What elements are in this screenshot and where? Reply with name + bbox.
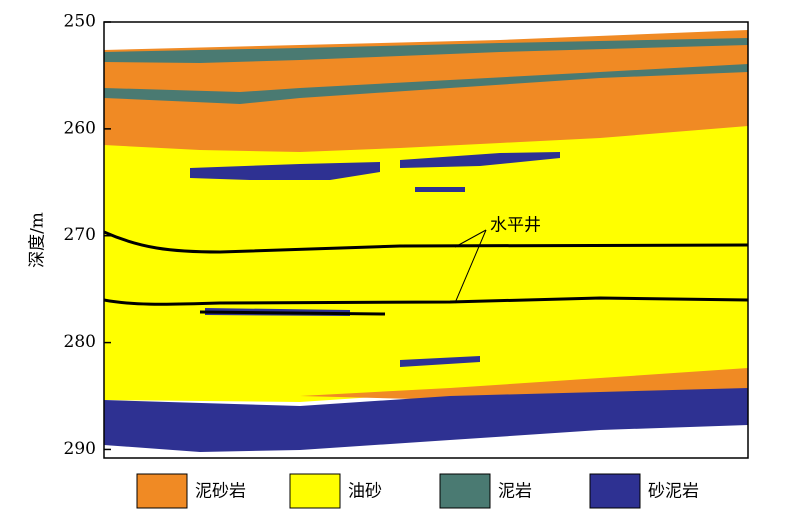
layer-sandy-mud [104, 388, 748, 452]
layer-mudstone [104, 38, 748, 63]
well [199, 310, 386, 316]
well [104, 296, 748, 306]
layer-sandy-mud [400, 152, 560, 168]
y-tick-label: 270 [64, 225, 96, 245]
legend-swatch [439, 473, 491, 509]
legend-label: 泥砂岩 [195, 482, 246, 502]
y-tick-label: 290 [64, 439, 96, 459]
layer-sandy-mud [400, 356, 480, 367]
legend-label: 泥岩 [498, 482, 532, 502]
legend-swatch [289, 473, 341, 509]
annotation: 水平井 [490, 216, 541, 236]
annotation-arrow [454, 229, 487, 304]
well [104, 230, 748, 254]
layer-oil-sand [104, 126, 748, 402]
section [104, 30, 748, 452]
annotation-arrow [454, 229, 487, 248]
y-tick-label: 250 [64, 12, 96, 32]
layer-sandy-mudstone [104, 30, 748, 155]
legend-swatch [589, 473, 641, 509]
y-tick-label: 260 [64, 118, 96, 138]
layer-mudstone [104, 64, 748, 104]
layer-sandy-mud [190, 162, 380, 180]
layer-sandy-mud [415, 187, 465, 192]
legend-label: 砂泥岩 [648, 482, 699, 502]
plot-frame [103, 21, 749, 459]
y-tick-label: 280 [64, 332, 96, 352]
legend-label: 油砂 [348, 482, 382, 502]
legend-swatch [136, 473, 188, 509]
y-axis-label: 深度/m [28, 212, 48, 268]
